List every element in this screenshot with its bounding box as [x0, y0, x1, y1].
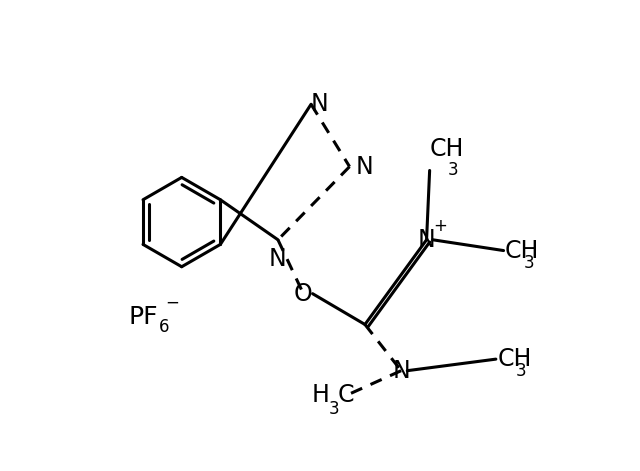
Text: N: N: [311, 92, 329, 116]
Text: −: −: [166, 293, 179, 311]
Text: 6: 6: [159, 318, 169, 336]
Text: CH: CH: [497, 347, 532, 371]
Text: CH: CH: [429, 137, 464, 161]
Text: N: N: [392, 359, 410, 382]
Text: 3: 3: [329, 400, 339, 418]
Text: 3: 3: [448, 161, 459, 179]
Text: N: N: [356, 154, 374, 179]
Text: 3: 3: [524, 254, 534, 272]
Text: N: N: [418, 228, 435, 252]
Text: H: H: [312, 383, 330, 407]
Text: PF: PF: [129, 305, 159, 329]
Text: O: O: [294, 282, 313, 306]
Text: N: N: [269, 247, 287, 271]
Text: CH: CH: [505, 238, 540, 262]
Text: C: C: [337, 383, 354, 407]
Text: +: +: [433, 217, 447, 235]
Text: 3: 3: [516, 362, 527, 380]
